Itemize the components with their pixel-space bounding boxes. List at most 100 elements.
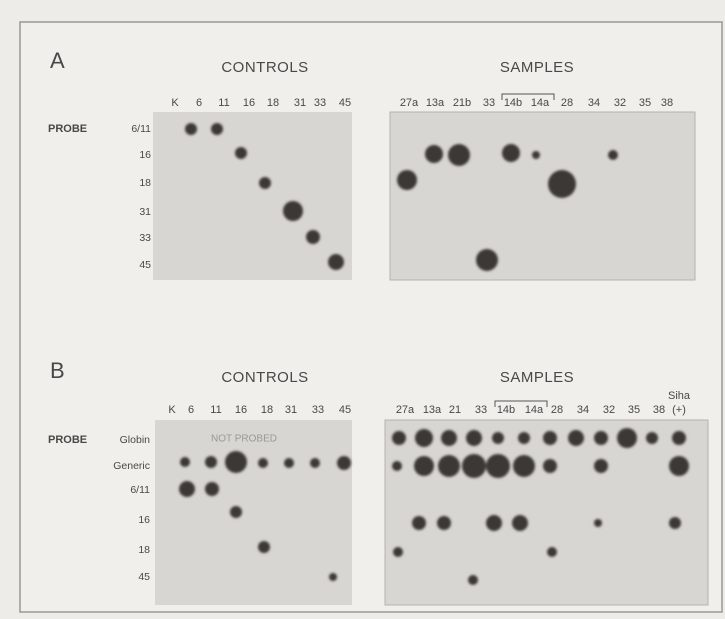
lane-label: 31 [294,97,306,109]
blot-dot [392,431,406,445]
blot-dot [180,457,190,467]
blot-dot [669,517,681,529]
lane-label: 14a [525,404,544,416]
probe-label: 16 [139,149,151,161]
heading: SAMPLES [500,59,574,76]
blot-dot [415,429,433,447]
probe-label: Generic [113,460,150,472]
lane-label: 35 [628,404,640,416]
blot-dot [441,430,457,446]
lane-label: 16 [235,404,247,416]
lane-label: 33 [314,97,326,109]
lane-label: 32 [603,404,615,416]
blot-dot [486,454,510,478]
lane-label: 6 [196,97,202,109]
blot-dot [512,515,528,531]
lane-label: 13a [423,404,442,416]
lane-label: K [168,404,176,416]
blot-dot [608,150,618,160]
blot-dot [543,431,557,445]
blot-dot [518,432,530,444]
blot-dot [532,151,540,159]
blot-dot [672,431,686,445]
blot-dot [476,249,498,271]
blot-dot [568,430,584,446]
heading: CONTROLS [221,369,308,386]
probe-label: 18 [138,544,150,556]
blot-dot [646,432,658,444]
blot-dot [284,458,294,468]
lane-label: 13a [426,97,445,109]
lane-label: 27a [396,404,415,416]
blot-dot [179,481,195,497]
panel-label: A [50,48,65,73]
blot-dot [492,432,504,444]
blot [385,420,708,605]
blot [153,112,352,280]
blot-dot [306,230,320,244]
blot-dot [205,456,217,468]
probe-label: 16 [138,514,150,526]
blot-dot [617,428,637,448]
probe-label: 6/11 [131,123,151,135]
heading: SAMPLES [500,369,574,386]
lane-label: 21b [453,97,471,109]
probe-label: 45 [138,571,150,583]
blot-dot [392,461,402,471]
lane-label: (+) [672,404,686,416]
blot-dot [466,430,482,446]
probe-label: Globin [120,434,151,446]
lane-label: 45 [339,404,351,416]
lane-label: 14b [504,97,522,109]
lane-label: 27a [400,97,419,109]
heading: CONTROLS [221,59,308,76]
lane-label: 34 [577,404,589,416]
blot-dot [185,123,197,135]
blot-dot [205,482,219,496]
blot-dot [211,123,223,135]
lane-label: 33 [483,97,495,109]
blot-dot [258,458,268,468]
lane-label: 38 [661,97,673,109]
blot-dot [414,456,434,476]
lane-label: K [171,97,179,109]
blot-dot [548,170,576,198]
blot-dot [225,451,247,473]
lane-label: 35 [639,97,651,109]
lane-label: 33 [475,404,487,416]
blot [390,112,695,280]
lane-label: 34 [588,97,600,109]
probe-label: 45 [139,259,151,271]
panel-label: B [50,358,65,383]
lane-label: 16 [243,97,255,109]
blot-dot [310,458,320,468]
blot-dot [486,515,502,531]
blot-dot [594,459,608,473]
blot-dot [547,547,557,557]
probe-label: 31 [139,206,151,218]
lane-label: 11 [210,404,221,416]
probe-heading: PROBE [48,123,87,135]
blot-dot [543,459,557,473]
blot-dot [513,455,535,477]
lane-label: 28 [561,97,573,109]
blot-dot [235,147,247,159]
blot-dot [594,519,602,527]
blot-dot [594,431,608,445]
lane-label: 31 [285,404,297,416]
blot [155,420,352,605]
probe-label: 18 [139,177,151,189]
blot-dot [283,201,303,221]
blot-dot [329,573,337,581]
lane-label: Siha [668,390,691,402]
lane-label: 14a [531,97,550,109]
lane-label: 14b [497,404,515,416]
blot-dot [393,547,403,557]
blot-dot [412,516,426,530]
blot-dot [258,541,270,553]
blot-dot [425,145,443,163]
figure: A CONTROLS SAMPLES K 6 11 16 18 31 33 45 27a 13a 21b 3… [0,0,725,619]
lane-label: 11 [218,97,229,109]
lane-label: 18 [267,97,279,109]
probe-label: 33 [139,232,151,244]
